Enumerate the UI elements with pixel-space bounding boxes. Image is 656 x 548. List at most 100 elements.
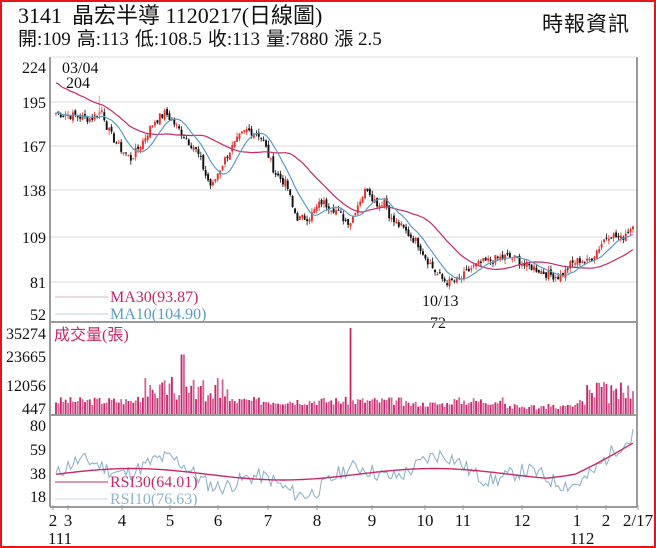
volume-axis-tick: 35274 — [6, 326, 46, 343]
candle-body — [156, 120, 159, 123]
volume-bar — [528, 406, 531, 415]
candle-body — [120, 142, 123, 152]
volume-bar — [366, 400, 369, 415]
volume-bar — [110, 399, 113, 415]
volume-bar — [361, 398, 364, 415]
x-axis-month-label: 8 — [313, 511, 322, 530]
volume-bar — [303, 404, 306, 415]
volume-bar — [100, 403, 103, 415]
candle-body — [566, 268, 569, 270]
candle-body — [313, 209, 316, 214]
candle-body — [91, 117, 94, 120]
volume-bar — [64, 399, 67, 415]
volume-bar — [547, 403, 550, 415]
volume-bar — [269, 404, 272, 415]
x-axis-month-label: 6 — [214, 511, 223, 530]
candle-body — [533, 266, 535, 270]
volume-bar — [434, 402, 436, 415]
volume-bar — [327, 401, 330, 415]
candle-body — [351, 215, 354, 223]
candle-body — [339, 211, 342, 213]
candle-body — [301, 214, 304, 218]
candle-body — [371, 194, 374, 202]
candle-body — [627, 231, 630, 233]
volume-bar — [441, 403, 444, 415]
volume-bar — [67, 403, 69, 415]
rsi-pane: RSI30(64.01)RSI10(76.63) — [55, 428, 634, 508]
candle-body — [69, 115, 72, 119]
volume-bar — [332, 404, 335, 415]
volume-bar — [260, 404, 263, 415]
candle-body — [619, 235, 622, 240]
x-axis-month-label: 10 — [417, 511, 434, 530]
candle-body — [202, 154, 205, 170]
volume-bar — [342, 401, 345, 415]
volume-bar — [253, 397, 255, 415]
candle-body — [494, 255, 497, 264]
volume-bar — [204, 401, 207, 415]
volume-bar — [151, 389, 154, 415]
candle-body — [115, 142, 118, 144]
date-label: 1120217(日線圖) — [165, 3, 323, 28]
candle-body — [586, 258, 589, 261]
volume-bar — [216, 378, 219, 415]
candle-body — [361, 196, 364, 203]
volume-bar — [250, 400, 253, 415]
ma30-line — [55, 82, 634, 270]
candle-body — [501, 254, 504, 259]
volume-bar — [557, 409, 560, 415]
candle-body — [443, 278, 446, 282]
volume-bar — [170, 377, 173, 415]
volume-bar — [496, 403, 499, 415]
candle-body — [250, 128, 253, 136]
volume-bar — [508, 406, 511, 415]
candle-body — [310, 212, 313, 221]
candle-body — [414, 238, 417, 242]
high-value-label: 204 — [66, 75, 90, 92]
volume-bar — [339, 403, 342, 415]
volume-bar — [378, 402, 381, 415]
volume-bar — [368, 400, 371, 415]
candle-body — [267, 144, 270, 158]
volume-bar — [144, 378, 147, 415]
stock-code: 3141 — [18, 3, 62, 28]
volume-bar — [525, 408, 528, 415]
volume-bar — [424, 406, 427, 415]
volume-bar — [337, 401, 340, 415]
candle-body — [281, 177, 284, 185]
candle-body — [248, 128, 251, 131]
candle-body — [600, 243, 603, 248]
candle-body — [448, 278, 451, 287]
volume-bar — [622, 392, 625, 415]
volume-bar — [96, 399, 98, 415]
volume-bar — [598, 382, 601, 415]
volume-axis-tick: 447 — [22, 401, 46, 418]
x-axis-month-label: 12 — [514, 511, 531, 530]
volume-bar — [371, 399, 374, 415]
volume-bar — [325, 402, 328, 415]
candle-body — [390, 217, 393, 220]
volume-bar — [475, 401, 477, 415]
volume-bar — [453, 398, 456, 415]
candle-body — [197, 149, 200, 155]
candle-body — [226, 156, 229, 159]
candle-body — [144, 138, 147, 142]
candle-body — [187, 139, 190, 146]
volume-bar — [231, 398, 234, 415]
volume-bar — [224, 396, 226, 415]
volume-bar — [530, 405, 533, 415]
candle-body — [506, 253, 509, 255]
candle-body — [289, 189, 292, 196]
candle-body — [62, 116, 65, 118]
volume-bar — [600, 386, 603, 415]
candle-body — [243, 130, 246, 132]
price-axis-tick: 81 — [30, 275, 46, 292]
volume-bar — [537, 408, 540, 415]
volume-bar — [248, 400, 251, 415]
x-axis-month-label: 2 — [49, 511, 58, 530]
volume-bar — [175, 399, 178, 415]
volume-bar — [603, 382, 605, 415]
volume-bar — [576, 403, 579, 415]
volume-bar — [202, 380, 205, 415]
